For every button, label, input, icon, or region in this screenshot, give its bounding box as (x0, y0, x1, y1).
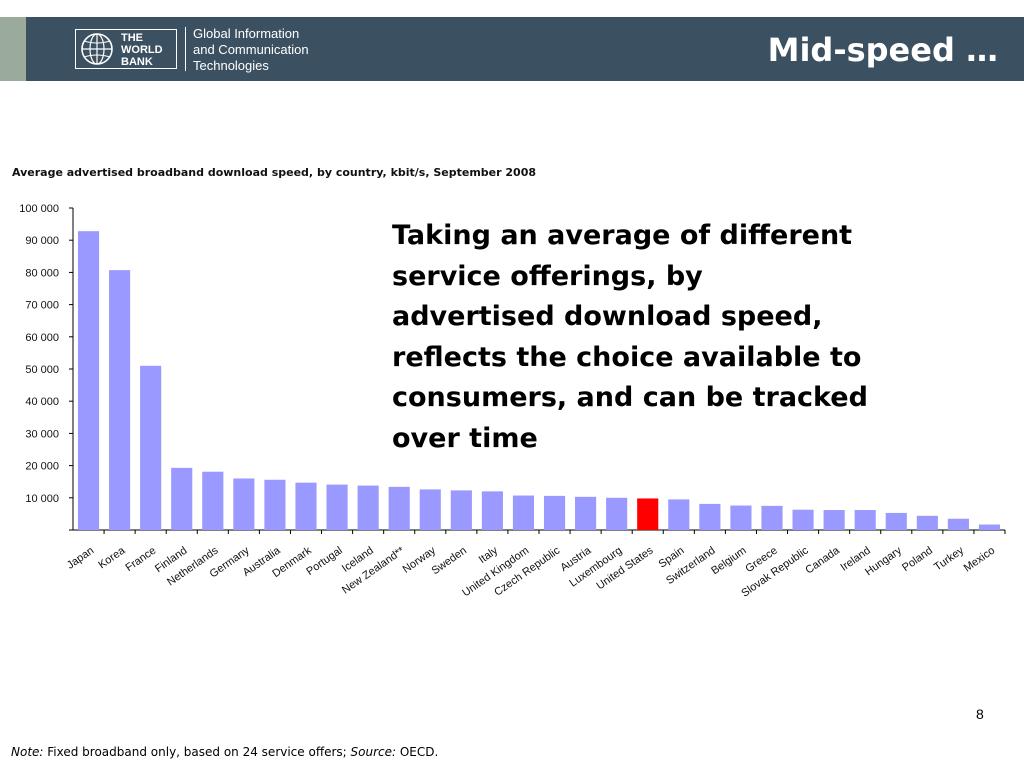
x-tick-label: Canada (803, 544, 842, 576)
unit-line: Technologies (193, 58, 269, 73)
header-bar: THE WORLD BANK Global Information and Co… (0, 17, 1024, 81)
bar (388, 486, 410, 530)
y-tick-label: 80 000 (25, 267, 59, 279)
y-tick-label: 40 000 (25, 396, 59, 408)
bar (792, 509, 814, 530)
bar (978, 524, 1001, 530)
bar (885, 512, 907, 530)
x-tick-label: Mexico (962, 545, 997, 575)
y-tick-label: 10 000 (25, 493, 59, 505)
bar (916, 515, 938, 530)
callout-line: Taking an average of different (392, 220, 853, 251)
bar (233, 478, 255, 530)
x-tick-label: Poland (900, 545, 935, 574)
y-tick-label: 30 000 (25, 428, 59, 440)
y-tick-label: 70 000 (25, 300, 59, 312)
callout-line: consumers, and can be tracked (392, 382, 868, 414)
bar (357, 485, 379, 530)
logo-line: BANK (121, 56, 153, 68)
x-tick-label: Belgium (709, 545, 748, 578)
source-text: OECD. (396, 745, 439, 759)
y-tick-label: 60 000 (25, 332, 59, 344)
slide-title: Mid-speed … (767, 31, 998, 69)
note-text: Fixed broadband only, based on 24 servic… (43, 745, 351, 759)
y-tick-label: 50 000 (25, 364, 59, 376)
callout-line: advertised download speed, (392, 301, 823, 333)
callout-line: over time (392, 422, 538, 454)
logo-wordmark: THE WORLD BANK (121, 32, 177, 68)
bar (575, 496, 597, 530)
x-tick-label: Sweden (430, 545, 469, 578)
unit-line: Global Information (193, 26, 300, 41)
globe-icon (81, 33, 113, 65)
x-tick-label: Turkey (932, 544, 966, 573)
bar (202, 471, 224, 530)
header-accent-strip (0, 17, 26, 81)
bar (606, 497, 628, 530)
bar (109, 270, 131, 530)
y-tick-label: 20 000 (25, 461, 59, 473)
logo-line: WORLD (121, 44, 163, 56)
bar (699, 503, 721, 530)
x-tick-label: Japan (65, 545, 96, 572)
bar (761, 505, 783, 530)
page-number: 8 (976, 706, 984, 722)
y-tick-label: 100 000 (19, 203, 59, 215)
callout-line: service offerings, by (392, 260, 703, 292)
bar (668, 499, 690, 530)
logo-line: THE (121, 32, 143, 44)
callout-line: reflects the choice available to (392, 341, 862, 373)
bar (947, 518, 969, 530)
bar (512, 495, 535, 530)
unit-name: Global Information and Communication Tec… (193, 26, 363, 74)
bar (481, 491, 503, 530)
chart-title: Average advertised broadband download sp… (12, 166, 536, 179)
bar (140, 365, 162, 530)
bar (854, 510, 876, 530)
x-tick-label: Korea (96, 544, 128, 571)
source-label: Source: (350, 745, 397, 759)
bar (543, 495, 566, 530)
unit-line: and Communication (193, 42, 309, 57)
footnote: Note: Fixed broadband only, based on 24 … (11, 745, 438, 759)
bar (419, 489, 441, 530)
y-tick-label: 90 000 (25, 235, 59, 247)
bar (77, 231, 100, 530)
bar (264, 479, 286, 530)
x-tick-label: Portugal (304, 545, 344, 578)
bar-chart: 100 000 90 000 80 000 70 000 60 000 50 000 40 … (19, 203, 1006, 600)
bar (730, 505, 752, 530)
bar (637, 498, 659, 530)
callout-text: Taking an average of different service o… (392, 216, 912, 460)
bar (295, 482, 317, 530)
logo-divider (185, 27, 186, 71)
bar (171, 467, 193, 530)
bar (450, 490, 472, 530)
note-label: Note: (11, 745, 44, 759)
world-bank-logo[interactable]: THE WORLD BANK (75, 29, 177, 69)
x-tick-label: France (123, 545, 158, 574)
bar (326, 484, 348, 530)
bar (823, 510, 845, 530)
